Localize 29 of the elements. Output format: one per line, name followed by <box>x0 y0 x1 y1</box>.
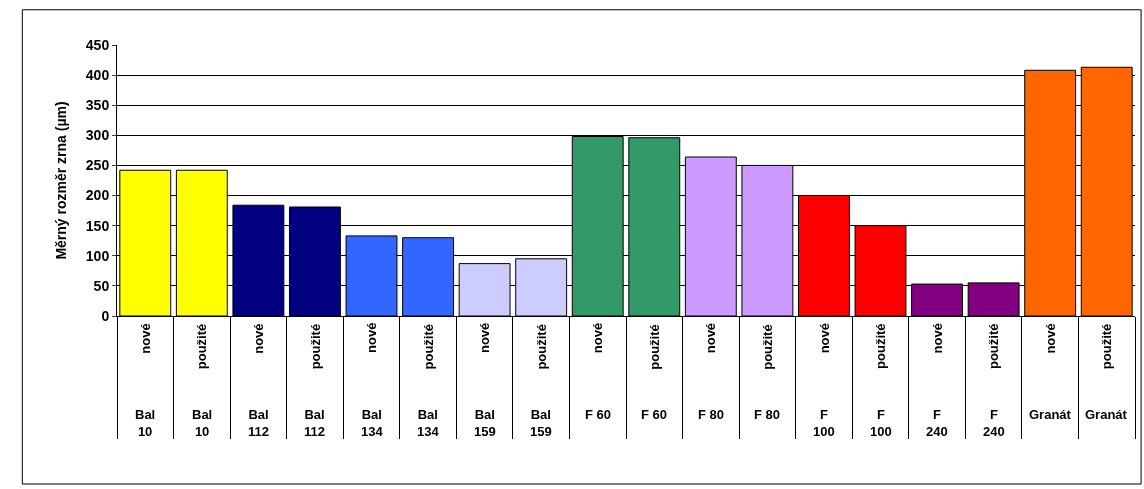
category-label: nové Bal 10 <box>135 323 156 439</box>
y-tick-label: 200 <box>85 187 110 204</box>
y-axis-title: Měrný rozměr zrna (µm) <box>53 101 70 260</box>
y-tick-label: 50 <box>93 277 110 294</box>
category-label: použité Bal 10 <box>192 323 213 439</box>
category-label: použité F 80 <box>754 324 781 422</box>
category-label: použité Bal 112 <box>304 323 325 439</box>
category-label: nové Granát <box>1029 323 1071 422</box>
category-label: nové F 80 <box>698 322 725 422</box>
y-tick-label: 300 <box>85 127 110 144</box>
y-tick-label: 250 <box>85 157 110 174</box>
y-tick-label: 450 <box>85 36 110 53</box>
y-tick-label: 400 <box>85 67 110 84</box>
category-label: použité F 240 <box>983 323 1005 439</box>
category-label: nové Bal 159 <box>474 322 496 439</box>
category-label: použité F 60 <box>641 324 668 422</box>
category-label: použité Bal 159 <box>530 324 552 439</box>
category-label: použité Granát <box>1085 323 1127 422</box>
y-tick-label: 150 <box>85 217 110 234</box>
y-tick-label: 100 <box>85 247 110 264</box>
category-label: použité F 100 <box>870 323 892 439</box>
y-tick-label: 0 <box>101 307 110 324</box>
category-label: nové F 240 <box>926 323 948 439</box>
category-label: nové Bal 112 <box>248 323 269 439</box>
category-label: použité Bal 134 <box>417 323 439 439</box>
category-label: nové F 100 <box>813 323 835 439</box>
y-tick-label: 350 <box>85 97 110 114</box>
category-label: nové F 60 <box>585 322 612 422</box>
category-label: nové Bal 134 <box>361 322 383 439</box>
